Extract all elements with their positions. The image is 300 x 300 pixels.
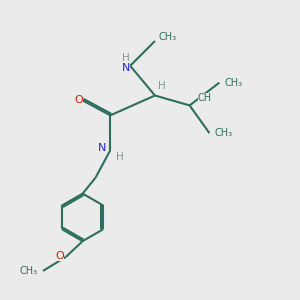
Text: O: O bbox=[74, 95, 83, 106]
Text: H: H bbox=[158, 81, 166, 91]
Text: H: H bbox=[122, 53, 130, 63]
Text: H: H bbox=[116, 152, 124, 162]
Text: CH: CH bbox=[198, 94, 212, 103]
Text: CH₃: CH₃ bbox=[224, 78, 242, 88]
Text: CH₃: CH₃ bbox=[159, 32, 177, 42]
Text: CH₃: CH₃ bbox=[214, 128, 232, 138]
Text: N: N bbox=[122, 63, 130, 73]
Text: CH₃: CH₃ bbox=[20, 266, 38, 276]
Text: N: N bbox=[98, 143, 106, 153]
Text: O: O bbox=[56, 251, 64, 261]
